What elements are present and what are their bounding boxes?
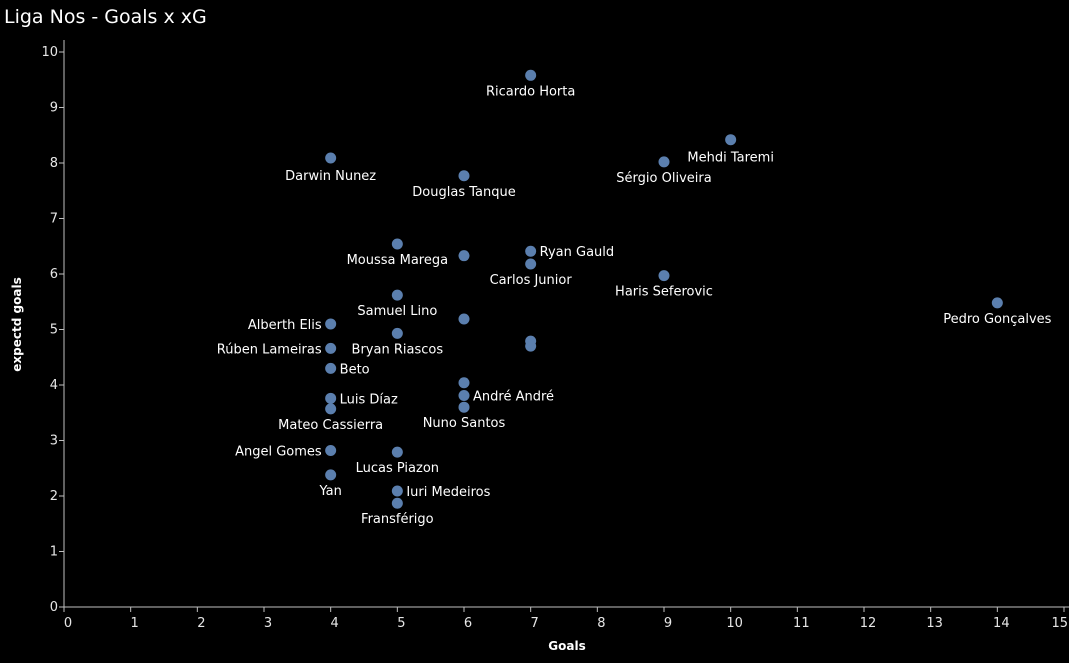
data-point [725,134,737,146]
x-tick-label: 7 [531,616,539,631]
data-point [391,238,403,250]
x-tick-label: 10 [726,616,743,631]
point-label: Beto [340,362,370,377]
x-tick-label: 11 [793,616,810,631]
point-label: Ryan Gauld [540,245,615,260]
y-tick-label: 8 [50,156,58,171]
point-label: Alberth Elis [248,318,322,333]
data-point [391,497,403,509]
data-point [525,258,537,270]
data-point [325,152,337,164]
data-point [991,297,1003,309]
y-tick-label: 3 [50,434,58,449]
point-label: Darwin Nunez [285,169,376,184]
data-point [458,170,470,182]
x-tick-label: 13 [926,616,943,631]
point-label: Haris Seferovic [615,285,713,300]
data-point [391,289,403,301]
point-label: Moussa Marega [347,253,449,268]
data-point [325,392,337,404]
x-tick-label: 8 [597,616,605,631]
x-tick-label: 14 [993,616,1010,631]
data-point [325,362,337,374]
y-tick-label: 9 [50,101,58,116]
data-point [658,156,670,168]
point-labels: Ricardo Horta Mehdi Taremi Darwin Nunez Sér… [217,84,1052,527]
data-point [391,485,403,497]
data-point [525,69,537,81]
y-tick-label: 7 [50,212,58,227]
point-label: Ricardo Horta [486,84,575,99]
y-tick-label: 0 [50,600,58,615]
data-point [458,313,470,325]
data-point [458,401,470,413]
y-tick-label: 4 [50,378,58,393]
x-tick-label: 6 [464,616,472,631]
point-label: Bryan Riascos [352,342,444,357]
data-points [325,69,1003,509]
x-tick-label: 5 [397,616,405,631]
data-point [391,446,403,458]
point-label: Yan [318,484,341,499]
x-tick-label: 0 [64,616,72,631]
point-label: Luis Díaz [340,392,398,407]
point-label: Sérgio Oliveira [616,171,711,186]
point-label: Nuno Santos [423,416,506,431]
data-point [658,270,670,282]
x-tick-label: 1 [131,616,139,631]
data-point [458,250,470,262]
point-label: Angel Gomes [235,444,322,459]
x-tick-label: 15 [1051,616,1068,631]
y-tick-label: 10 [41,45,58,60]
data-point [391,327,403,339]
point-label: Mehdi Taremi [687,151,774,166]
y-axis-title: expectd goals [10,277,24,371]
x-axis-title: Goals [548,639,585,653]
data-point [325,318,337,330]
chart-title: Liga Nos - Goals x xG [4,6,207,28]
point-label: Mateo Cassierra [278,418,383,433]
data-point [458,377,470,389]
data-point [325,469,337,481]
data-point [525,340,537,352]
data-point [325,403,337,415]
x-tick-label: 12 [860,616,877,631]
point-label: Iuri Medeiros [406,485,490,500]
x-tick-label: 3 [264,616,272,631]
y-tick-label: 6 [50,267,58,282]
data-point [458,390,470,402]
y-tick-label: 5 [50,323,58,338]
point-label: Lucas Piazon [356,461,439,476]
point-label: Carlos Junior [490,273,573,288]
point-label: Douglas Tanque [412,185,515,200]
point-label: Rúben Lameiras [217,342,322,357]
point-label: Pedro Gonçalves [943,312,1051,327]
data-point [325,342,337,354]
y-tick-label: 1 [50,545,58,560]
x-tick-label: 9 [664,616,672,631]
x-tick-label: 2 [197,616,205,631]
x-tick-label: 4 [331,616,339,631]
point-label: André André [473,390,554,405]
y-tick-label: 2 [50,489,58,504]
point-label: Fransférigo [361,512,434,527]
data-point [325,444,337,456]
data-point [525,245,537,257]
point-label: Samuel Lino [357,304,437,319]
